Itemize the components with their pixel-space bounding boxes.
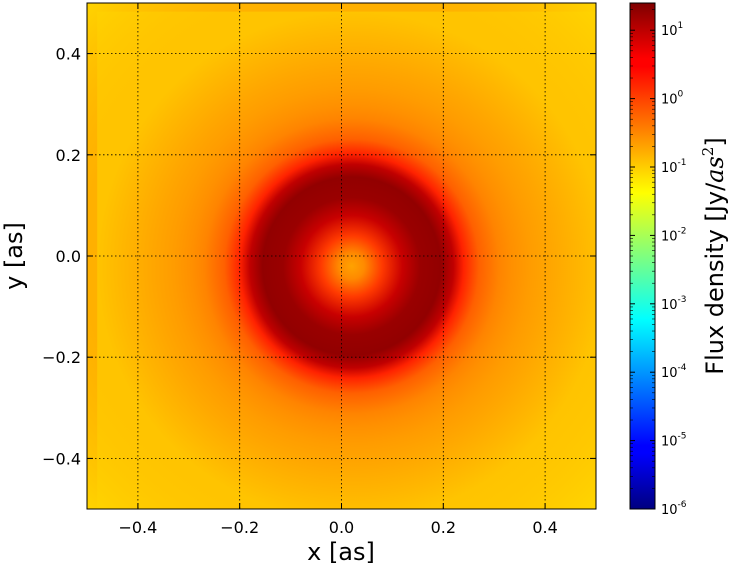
colorbar-tick-label: 10-1 [661, 158, 687, 176]
colorbar-label-prefix: Flux density [Jy/ [701, 182, 729, 375]
colorbar-tick-label: 10-4 [661, 363, 687, 381]
colorbar-ticks: 10-6 10-5 10-4 10-3 10-2 10-1 100 101 [630, 9, 687, 518]
colorbar [629, 2, 656, 510]
x-tick-label: −0.4 [118, 518, 157, 537]
colorbar-tick-label: 10-6 [661, 500, 687, 518]
colorbar-tick-label: 101 [661, 21, 683, 39]
y-tick-label: 0.4 [56, 45, 81, 64]
colorbar-tick-label: 10-3 [661, 295, 687, 313]
y-axis-label: y [as] [0, 222, 28, 290]
heatmap-image [87, 3, 596, 509]
colorbar-tick-label: 10-2 [661, 226, 687, 244]
colorbar-label: Flux density [Jy/as2] [699, 137, 729, 374]
x-tick-label: 0.2 [431, 518, 456, 537]
colorbar-tick-label: 100 [661, 90, 684, 108]
y-tick-label: 0.2 [56, 146, 81, 165]
colorbar-label-exp: 2 [699, 147, 717, 157]
x-axis-label: x [as] [307, 538, 375, 566]
colorbar-label-math: as [701, 156, 729, 183]
x-tick-label: −0.2 [220, 518, 259, 537]
y-tick-label: −0.2 [42, 348, 81, 367]
y-tick-label: 0.0 [56, 247, 81, 266]
x-tick-label: 0.4 [532, 518, 557, 537]
y-tick-label: −0.4 [42, 449, 81, 468]
colorbar-label-suffix: ] [701, 137, 729, 146]
x-tick-label: 0.0 [329, 518, 354, 537]
axis-ticks: −0.4 −0.2 0.0 0.2 0.4 −0.4 −0.2 0.0 0.2 0.4 [42, 3, 596, 537]
colorbar-tick-label: 10-5 [661, 432, 687, 450]
grid [87, 3, 596, 509]
